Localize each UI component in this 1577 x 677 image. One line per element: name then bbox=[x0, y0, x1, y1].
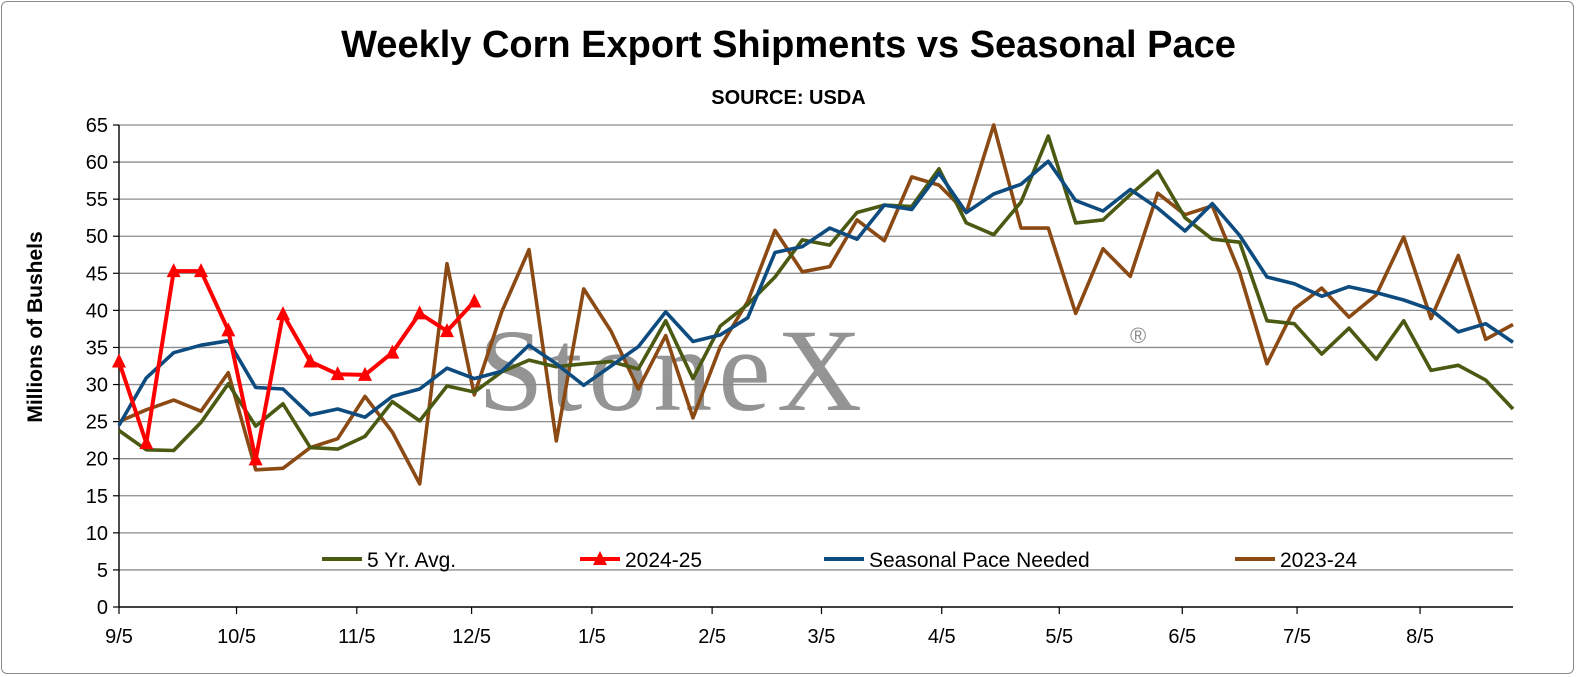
y-axis-ticks: 0 5 10 15 20 25 30 35 40 45 50 55 60 65 bbox=[86, 115, 119, 619]
y-tick-label: 60 bbox=[86, 152, 108, 174]
chart-subtitle: SOURCE: USDA bbox=[711, 87, 866, 109]
data-point-triangle bbox=[358, 366, 372, 381]
y-tick-label: 25 bbox=[86, 412, 108, 434]
y-tick-label: 10 bbox=[86, 523, 108, 545]
legend-label: 2023-24 bbox=[1280, 549, 1357, 572]
x-tick-label: 7/5 bbox=[1283, 626, 1311, 648]
x-tick-label: 8/5 bbox=[1406, 626, 1434, 648]
data-point-triangle bbox=[139, 435, 154, 450]
data-point-triangle bbox=[467, 293, 482, 308]
x-tick-label: 9/5 bbox=[105, 626, 133, 648]
data-point-triangle bbox=[221, 322, 236, 337]
series-2023-24 bbox=[118, 123, 1514, 486]
legend: 5 Yr. Avg. 2024-25 Seasonal Pace Needed 202… bbox=[322, 549, 1357, 572]
y-tick-label: 30 bbox=[86, 375, 108, 397]
series-line bbox=[117, 134, 1515, 453]
x-tick-label: 4/5 bbox=[928, 626, 956, 648]
data-point-triangle bbox=[385, 344, 400, 359]
y-tick-label: 55 bbox=[86, 189, 108, 211]
data-point-triangle bbox=[112, 353, 126, 368]
legend-label: 5 Yr. Avg. bbox=[367, 549, 456, 572]
data-point-triangle bbox=[303, 353, 318, 368]
legend-item: Seasonal Pace Needed bbox=[824, 549, 1090, 572]
y-tick-label: 15 bbox=[86, 486, 108, 508]
y-tick-label: 20 bbox=[86, 449, 108, 471]
watermark-text: StoneX bbox=[478, 305, 868, 436]
x-tick-label: 3/5 bbox=[808, 626, 836, 648]
data-point-triangle bbox=[412, 305, 427, 320]
x-tick-label: 11/5 bbox=[338, 626, 375, 648]
series-line bbox=[117, 269, 476, 462]
y-tick-label: 35 bbox=[86, 337, 108, 359]
y-tick-label: 65 bbox=[86, 115, 108, 137]
x-tick-label: 2/5 bbox=[698, 626, 726, 648]
data-point-triangle bbox=[166, 263, 181, 278]
series-line bbox=[117, 159, 1515, 427]
y-tick-label: 5 bbox=[97, 560, 108, 582]
x-tick-label: 5/5 bbox=[1045, 626, 1073, 648]
x-axis-ticks: 9/5 10/5 11/5 12/5 1/5 2/5 3/5 4/5 5/5 6/5 7/5 8/5 bbox=[105, 607, 1434, 648]
series-seasonal-pace-needed bbox=[117, 159, 1515, 427]
data-point-triangle bbox=[276, 306, 290, 321]
y-tick-label: 0 bbox=[97, 597, 108, 619]
legend-item: 2023-24 bbox=[1235, 549, 1357, 572]
data-point-triangle bbox=[194, 263, 208, 278]
data-point-triangle bbox=[330, 366, 345, 381]
chart-title: Weekly Corn Export Shipments vs Seasonal… bbox=[341, 24, 1236, 66]
gridlines bbox=[119, 124, 1513, 571]
legend-item: 2024-25 bbox=[580, 549, 702, 572]
y-axis-label: Millions of Bushels bbox=[24, 231, 47, 422]
y-tick-label: 40 bbox=[86, 300, 108, 322]
legend-label: Seasonal Pace Needed bbox=[869, 549, 1090, 572]
x-tick-label: 1/5 bbox=[578, 626, 606, 648]
data-point-triangle bbox=[248, 451, 263, 466]
legend-item: 5 Yr. Avg. bbox=[322, 549, 456, 572]
y-tick-label: 45 bbox=[86, 263, 108, 285]
series-2024-25 bbox=[112, 263, 482, 466]
legend-triangle-icon bbox=[593, 551, 607, 565]
x-tick-label: 10/5 bbox=[217, 626, 256, 648]
y-tick-label: 50 bbox=[86, 226, 108, 248]
series-5-yr-avg- bbox=[117, 134, 1515, 453]
series-lines bbox=[112, 123, 1515, 486]
data-point-triangle bbox=[440, 323, 454, 338]
x-tick-label: 6/5 bbox=[1168, 626, 1196, 648]
x-tick-label: 12/5 bbox=[452, 626, 491, 648]
legend-label: 2024-25 bbox=[625, 549, 702, 572]
series-line bbox=[118, 123, 1514, 486]
registered-mark-icon: ® bbox=[1130, 323, 1146, 348]
